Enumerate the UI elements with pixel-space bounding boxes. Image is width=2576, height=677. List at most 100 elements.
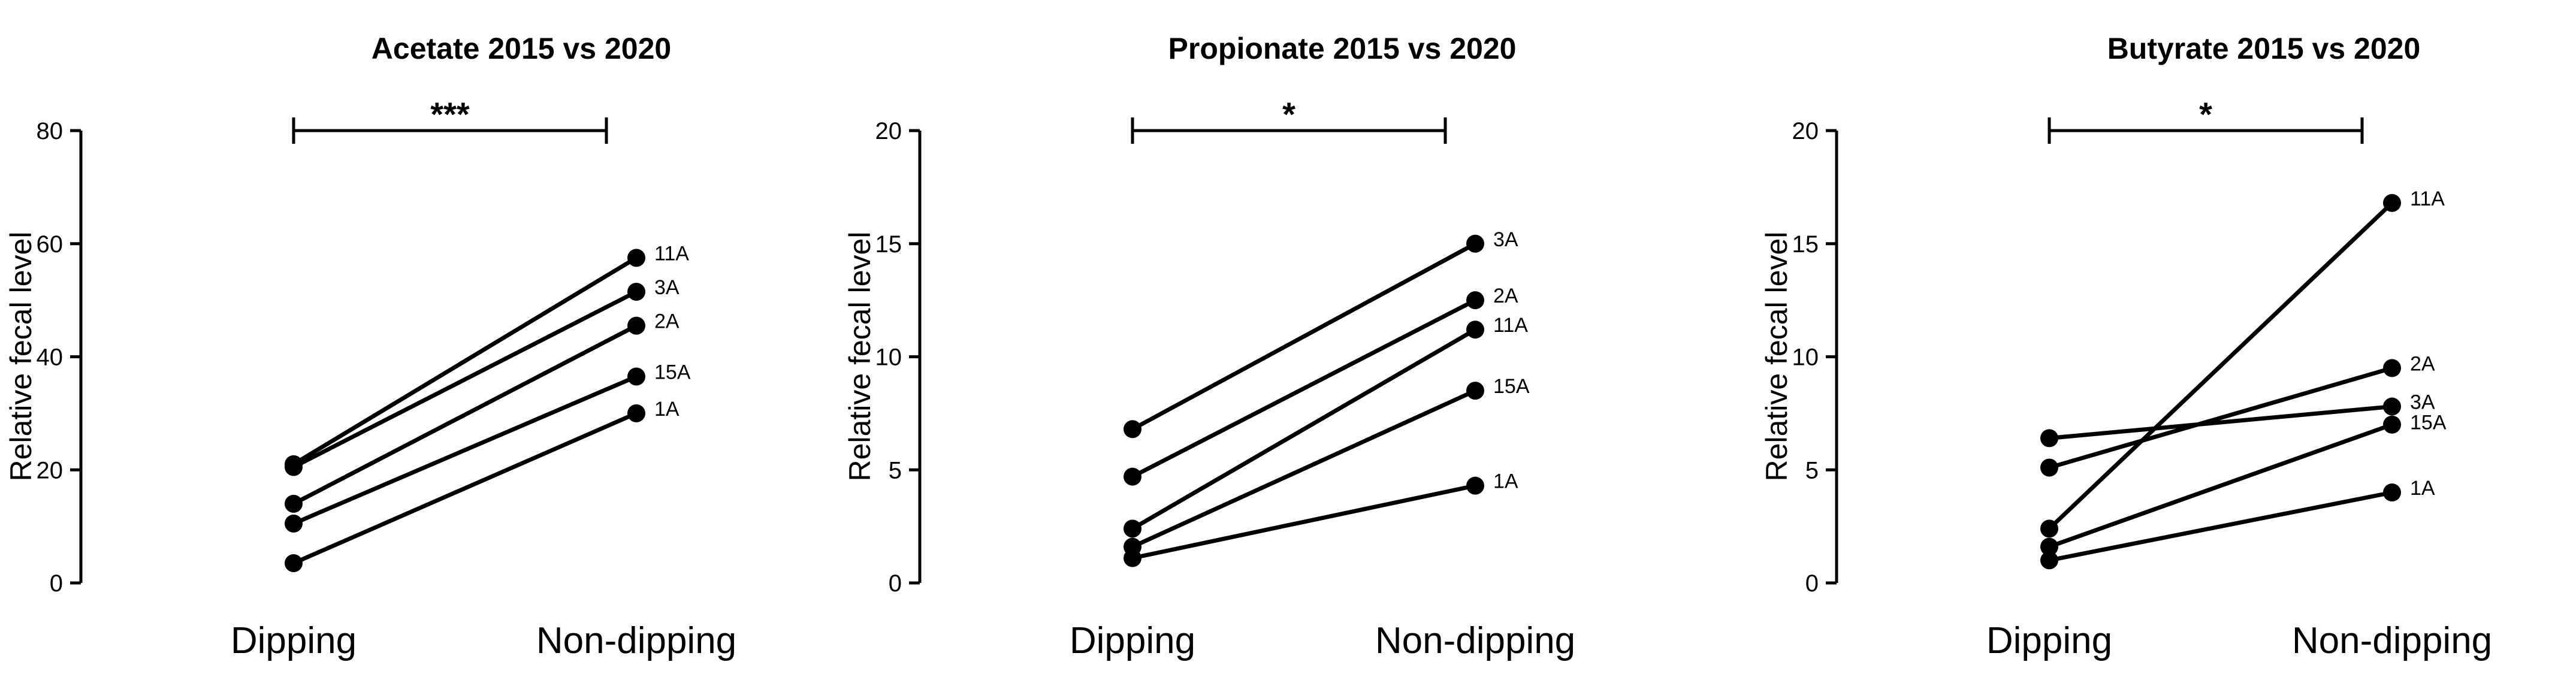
series-line: [2047, 201, 2394, 530]
y-tick-label: 0: [50, 570, 63, 597]
x-category-label: Non-dipping: [536, 620, 736, 661]
series-line: [292, 324, 638, 506]
series-label: 2A: [2410, 352, 2435, 375]
data-point: [1124, 519, 1141, 538]
data-point: [1124, 549, 1141, 567]
x-category-label: Non-dipping: [2292, 620, 2492, 661]
y-tick-label: 20: [1792, 118, 1819, 144]
series-label: 2A: [1493, 285, 1518, 307]
series-1A: 1A: [2040, 477, 2435, 570]
data-point: [2040, 429, 2058, 448]
significance-bracket: *: [2047, 95, 2364, 144]
x-category-label: Dipping: [1070, 620, 1195, 661]
y-axis-label: Relative fecal level: [1760, 232, 1793, 482]
data-point: [2040, 551, 2058, 570]
series-label: 1A: [1493, 470, 1518, 493]
data-point: [2383, 359, 2401, 377]
x-category-label: Non-dipping: [1375, 620, 1575, 661]
significance-label: *: [1282, 95, 1295, 133]
series-3A: 3A: [1124, 228, 1518, 439]
series-label: 11A: [1493, 314, 1528, 337]
data-point: [1466, 291, 1484, 310]
y-tick-label: 20: [875, 118, 902, 144]
y-tick-label: 15: [875, 231, 902, 258]
series-line: [1131, 241, 1476, 431]
y-axis-label: Relative fecal level: [843, 232, 877, 482]
y-tick-label: 0: [1805, 570, 1819, 597]
series-line: [1131, 388, 1476, 549]
series-1A: 1A: [1124, 470, 1518, 567]
series-label: 15A: [654, 361, 691, 384]
y-tick-label: 15: [1792, 231, 1819, 258]
data-point: [627, 367, 645, 386]
chart-title: Propionate 2015 vs 2020: [1168, 32, 1517, 65]
series-15A: 15A: [285, 361, 691, 533]
y-tick-label: 40: [37, 344, 64, 371]
data-point: [2040, 537, 2058, 556]
x-category-label: Dipping: [1986, 620, 2112, 661]
data-point: [285, 458, 303, 476]
data-point: [627, 404, 645, 422]
y-tick-label: 10: [875, 344, 902, 371]
data-point: [2040, 458, 2058, 477]
series-line: [292, 256, 638, 466]
series-2A: 2A: [285, 310, 680, 513]
significance-bracket: ***: [292, 95, 608, 144]
series-15A: 15A: [1124, 375, 1530, 556]
data-point: [285, 554, 303, 572]
series-line: [1131, 298, 1476, 479]
y-tick-label: 20: [37, 457, 64, 483]
series-line: [2049, 490, 2393, 563]
series-15A: 15A: [2040, 412, 2447, 556]
data-point: [2040, 519, 2058, 538]
data-point: [1466, 321, 1484, 339]
series-label: 1A: [654, 398, 680, 421]
series-label: 11A: [2410, 188, 2445, 210]
data-point: [627, 282, 645, 301]
y-tick-label: 0: [889, 570, 902, 597]
series-2A: 2A: [2040, 352, 2435, 477]
series-label: 1A: [2410, 477, 2435, 500]
series-1A: 1A: [285, 398, 680, 572]
series-2A: 2A: [1124, 285, 1518, 486]
series-3A: 3A: [285, 276, 680, 476]
series-line: [292, 411, 638, 566]
data-point: [1124, 420, 1141, 439]
series-line: [292, 289, 638, 469]
y-tick-label: 5: [889, 457, 902, 483]
data-point: [2383, 397, 2401, 416]
chart-panel-3: Butyrate 2015 vs 2020 0 5 10 15 20 Relative fe…: [1760, 32, 2492, 661]
series-11A: 11A: [2040, 188, 2445, 538]
y-tick-label: 60: [37, 231, 64, 258]
data-point: [285, 514, 303, 533]
series-11A: 11A: [1124, 314, 1528, 538]
chart-panel-2: Propionate 2015 vs 2020 0 5 10 15 20 Relative …: [843, 32, 1575, 661]
series-label: 15A: [2410, 412, 2447, 434]
series-line: [1131, 328, 1476, 531]
data-point: [1466, 234, 1484, 253]
y-tick-label: 10: [1792, 344, 1819, 371]
data-point: [2383, 483, 2401, 501]
series-line: [2049, 404, 2393, 440]
data-point: [627, 249, 645, 267]
series-line: [2049, 366, 2393, 470]
y-axis-label: Relative fecal level: [4, 232, 38, 482]
x-category-label: Dipping: [231, 620, 357, 661]
series-label: 3A: [654, 276, 680, 299]
series-line: [292, 374, 638, 526]
series-line: [1132, 483, 1476, 560]
data-point: [1124, 467, 1141, 486]
series-line: [2048, 422, 2393, 549]
data-point: [285, 494, 303, 513]
y-tick-label: 80: [37, 118, 64, 144]
chart-title: Acetate 2015 vs 2020: [372, 32, 671, 65]
series-label: 2A: [654, 310, 680, 333]
series-label: 11A: [654, 242, 689, 265]
series-label: 3A: [2410, 391, 2435, 414]
y-tick-label: 5: [1805, 457, 1819, 483]
data-point: [1466, 476, 1484, 495]
data-point: [2383, 415, 2401, 434]
series-label: 15A: [1493, 375, 1530, 398]
series-3A: 3A: [2040, 391, 2435, 448]
